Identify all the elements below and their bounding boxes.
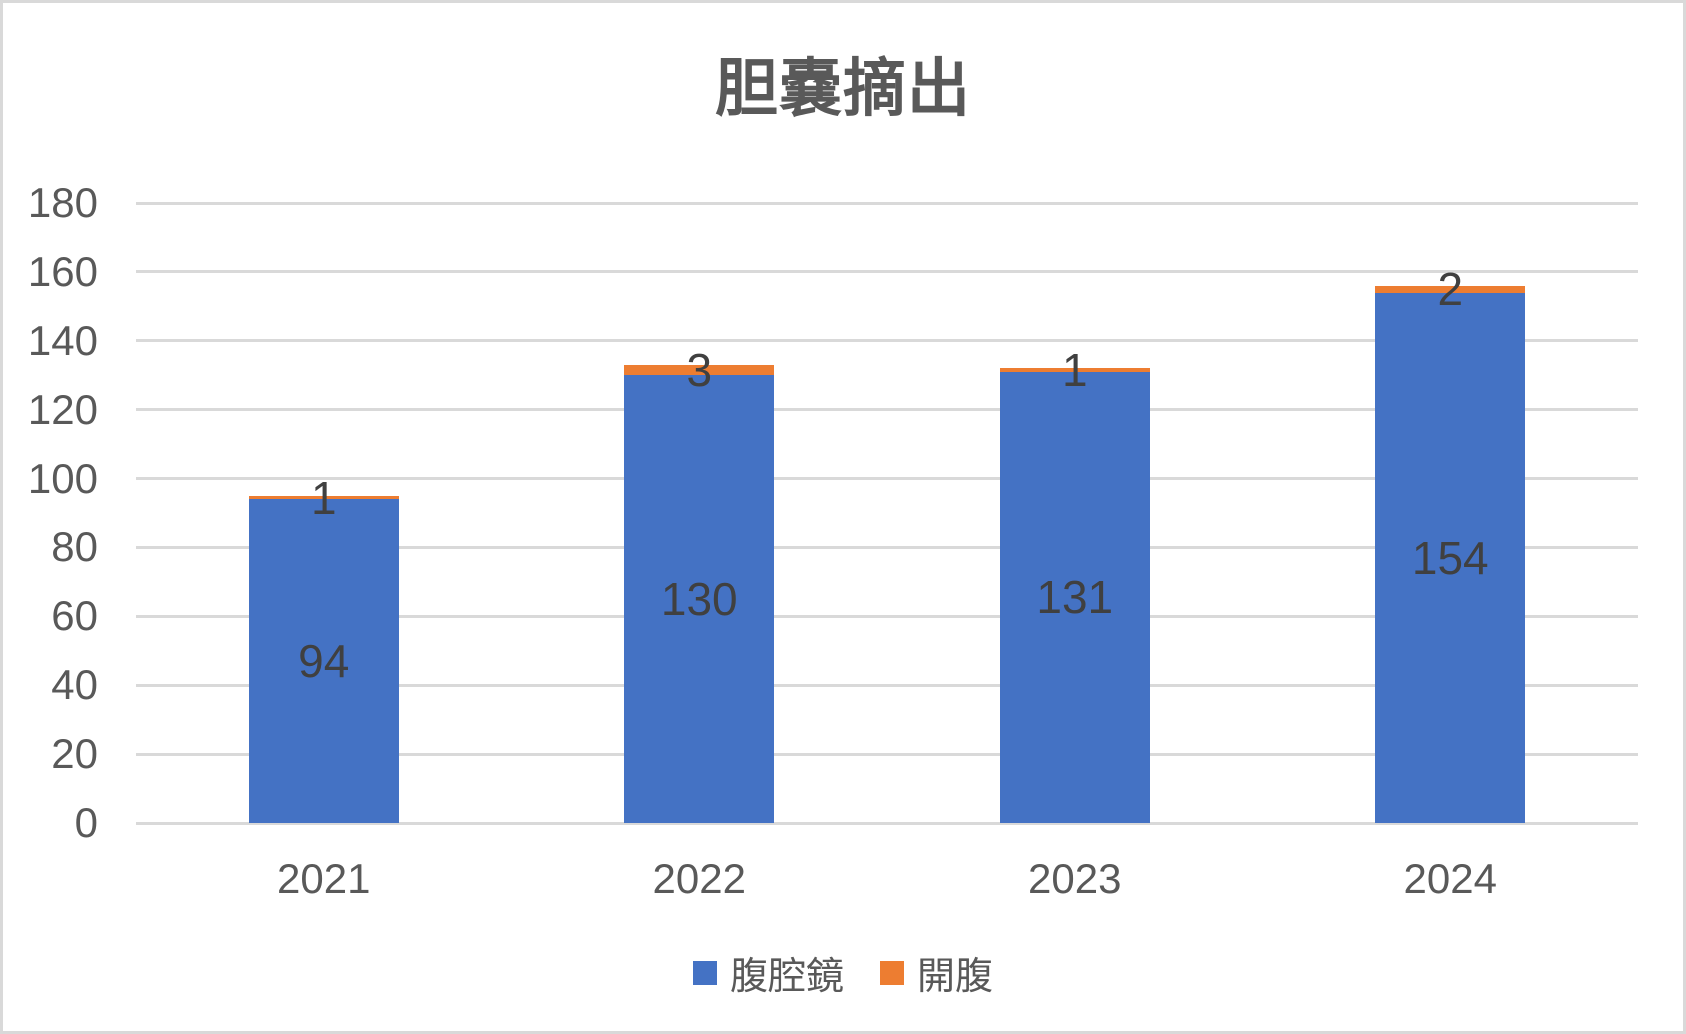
legend: 腹腔鏡 開腹 bbox=[3, 945, 1683, 1000]
bar-segment-開腹-2021 bbox=[248, 495, 399, 500]
x-tick-label: 2023 bbox=[1028, 855, 1122, 902]
gridline bbox=[136, 477, 1638, 481]
x-tick-label: 2022 bbox=[652, 855, 746, 902]
bar-label-開腹-2023: 1 bbox=[1061, 344, 1088, 397]
gridline bbox=[136, 408, 1638, 412]
y-tick-label: 20 bbox=[51, 730, 98, 778]
gridline bbox=[136, 614, 1638, 618]
y-tick-label: 120 bbox=[27, 385, 98, 433]
legend-swatch-腹腔鏡 bbox=[692, 960, 717, 985]
bar-label-開腹-2024: 2 bbox=[1437, 263, 1464, 316]
legend-item-腹腔鏡: 腹腔鏡 bbox=[692, 945, 844, 1000]
legend-label-腹腔鏡: 腹腔鏡 bbox=[729, 956, 844, 998]
bar-label-腹腔鏡-2022: 130 bbox=[660, 573, 738, 626]
bar-segment-腹腔鏡-2022 bbox=[624, 375, 775, 823]
gridline bbox=[136, 821, 1638, 825]
bar-segment-開腹-2024 bbox=[1375, 285, 1526, 293]
bar-label-開腹-2022: 3 bbox=[686, 344, 713, 397]
gridline bbox=[136, 752, 1638, 756]
gridline bbox=[136, 545, 1638, 549]
gridline bbox=[136, 683, 1638, 687]
bar-segment-腹腔鏡-2023 bbox=[999, 371, 1150, 823]
gridline bbox=[136, 339, 1638, 343]
legend-item-開腹: 開腹 bbox=[880, 945, 993, 1000]
y-tick-label: 60 bbox=[51, 592, 98, 640]
bar-segment-開腹-2022 bbox=[624, 364, 775, 376]
y-tick-label: 80 bbox=[51, 523, 98, 571]
legend-label-開腹: 開腹 bbox=[917, 956, 994, 998]
bar-label-腹腔鏡-2023: 131 bbox=[1036, 571, 1114, 624]
bar-segment-腹腔鏡-2021 bbox=[248, 499, 399, 823]
legend-swatch-開腹 bbox=[880, 960, 904, 985]
y-tick-label: 140 bbox=[27, 316, 98, 364]
bar-segment-腹腔鏡-2024 bbox=[1375, 292, 1526, 823]
bar-label-腹腔鏡-2021: 94 bbox=[298, 635, 350, 688]
bar-label-開腹-2021: 1 bbox=[310, 471, 337, 524]
gridline bbox=[136, 201, 1638, 205]
x-tick-label: 2024 bbox=[1403, 855, 1497, 902]
bar-segment-開腹-2023 bbox=[999, 368, 1150, 372]
y-tick-label: 180 bbox=[27, 179, 98, 226]
gridline bbox=[136, 270, 1638, 274]
chart-title: 胆嚢摘出 bbox=[715, 54, 971, 124]
y-tick-label: 160 bbox=[27, 247, 98, 295]
y-tick-label: 0 bbox=[74, 799, 98, 846]
bar-label-腹腔鏡-2024: 154 bbox=[1411, 531, 1489, 584]
x-tick-label: 2021 bbox=[277, 855, 371, 902]
y-tick-label: 40 bbox=[51, 661, 98, 709]
y-tick-label: 100 bbox=[27, 454, 98, 502]
